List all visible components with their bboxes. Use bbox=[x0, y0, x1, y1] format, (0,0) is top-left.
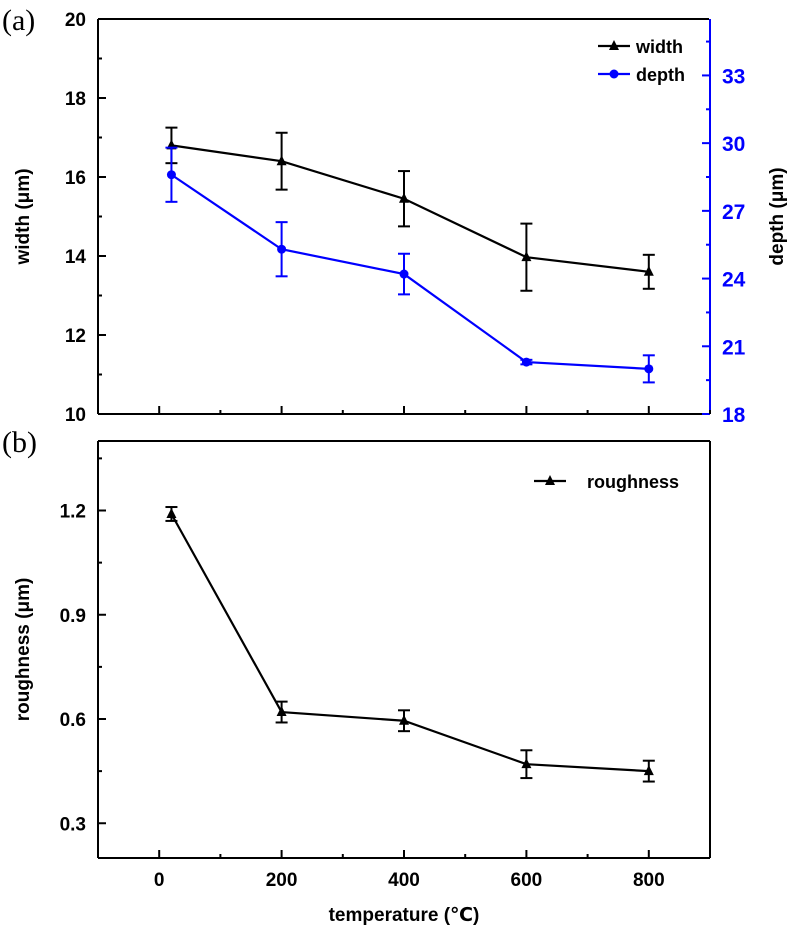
series-width bbox=[165, 126, 655, 292]
series-line bbox=[170, 173, 649, 370]
y-tick-label: 16 bbox=[65, 168, 86, 189]
series-line bbox=[171, 144, 649, 273]
y-tick-label: 0.9 bbox=[60, 606, 86, 627]
y2-tick-label: 24 bbox=[722, 269, 746, 292]
y-axis-label: width (μm) bbox=[13, 168, 34, 265]
x-tick-label: 200 bbox=[266, 870, 298, 891]
y-tick-label: 1.2 bbox=[60, 502, 86, 523]
y2-axis-label: depth (μm) bbox=[767, 167, 788, 265]
series-depth bbox=[165, 146, 655, 384]
x-tick-label: 600 bbox=[511, 870, 543, 891]
y2-tick-label: 18 bbox=[722, 404, 746, 427]
y2-tick-label: 33 bbox=[722, 65, 745, 88]
legend-label: roughness bbox=[587, 472, 679, 492]
data-point bbox=[643, 265, 654, 276]
data-point bbox=[521, 758, 532, 769]
x-axis-label: temperature (℃) bbox=[329, 905, 480, 926]
data-point bbox=[643, 765, 654, 776]
data-point bbox=[521, 251, 532, 262]
series-line bbox=[170, 513, 649, 773]
series-roughness bbox=[165, 506, 655, 783]
data-point bbox=[399, 714, 409, 725]
data-point bbox=[166, 507, 177, 518]
y-tick-label: 10 bbox=[65, 405, 86, 426]
legend-marker bbox=[609, 40, 619, 50]
panel-label: (a) bbox=[2, 4, 35, 37]
y-tick-label: 14 bbox=[65, 247, 87, 268]
panel-a: (a) 10 12 14 16 18 20 width (μm) 18 21 24 27 30 33 dep… bbox=[2, 4, 788, 427]
x-tick-label: 400 bbox=[388, 870, 420, 891]
y-tick-label: 0.3 bbox=[60, 814, 86, 835]
legend-label: depth bbox=[636, 65, 685, 85]
y-tick-label: 18 bbox=[65, 89, 86, 110]
y2-tick-label: 30 bbox=[722, 133, 745, 156]
data-point bbox=[399, 269, 409, 279]
data-point bbox=[521, 357, 531, 367]
y-tick-label: 20 bbox=[65, 10, 86, 31]
panel-b: (b) 0.3 0.6 0.9 1.2 roughness (μm) 0 200 400 600 8… bbox=[2, 426, 711, 926]
data-point bbox=[644, 364, 654, 374]
legend-label: width bbox=[635, 37, 683, 57]
x-tick-label: 0 bbox=[154, 870, 165, 891]
data-point bbox=[276, 155, 287, 166]
data-point bbox=[277, 244, 287, 254]
y-axis-label: roughness (μm) bbox=[13, 578, 34, 722]
y-tick-label: 12 bbox=[65, 326, 86, 347]
panel-label: (b) bbox=[2, 426, 37, 459]
data-point bbox=[276, 706, 287, 717]
y2-tick-label: 21 bbox=[722, 336, 746, 359]
y2-tick-label: 27 bbox=[722, 201, 745, 224]
data-point bbox=[166, 170, 176, 180]
y-tick-label: 0.6 bbox=[60, 710, 86, 731]
legend-marker bbox=[609, 69, 619, 79]
legend-marker bbox=[545, 475, 555, 485]
data-point bbox=[399, 192, 409, 203]
x-tick-label: 800 bbox=[633, 870, 665, 891]
